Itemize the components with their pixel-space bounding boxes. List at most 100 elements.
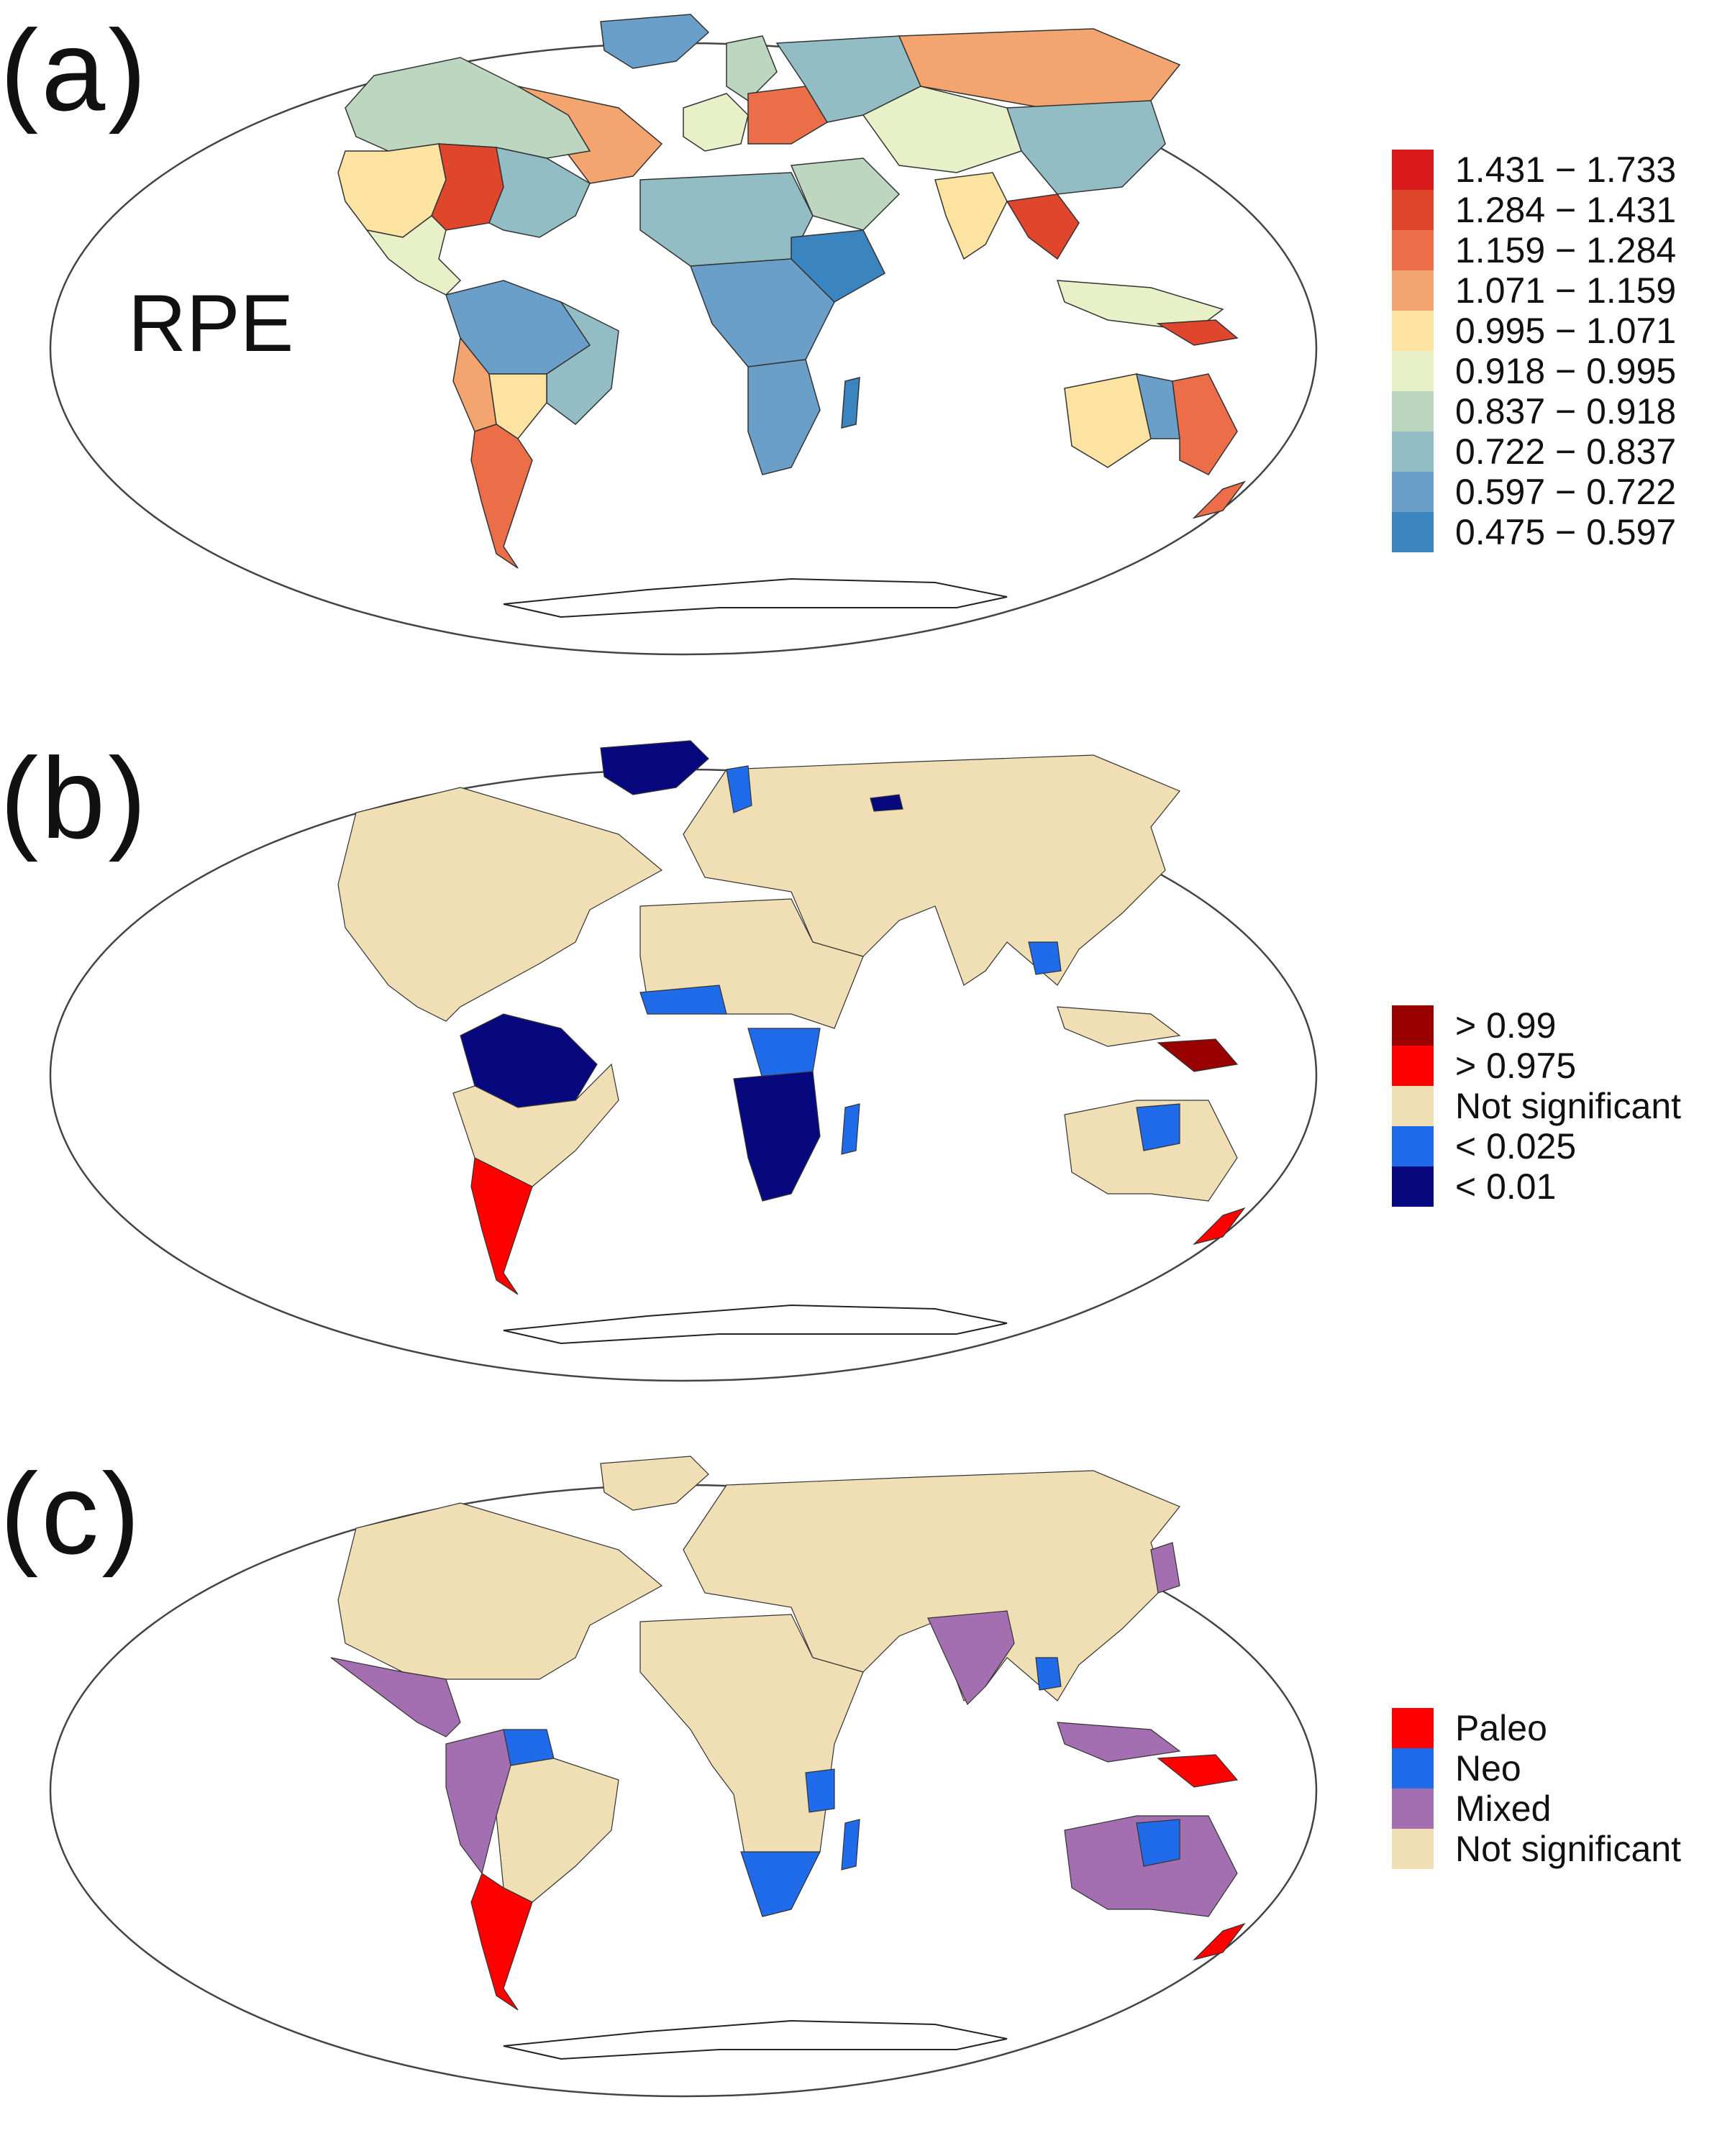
legend-category: Paleo Neo Mixed Not significant bbox=[1392, 1708, 1681, 1869]
legend-swatch bbox=[1392, 1086, 1434, 1126]
region-north-america bbox=[337, 1502, 663, 1680]
legend-label: < 0.01 bbox=[1455, 1166, 1557, 1207]
region-greenland bbox=[600, 1456, 709, 1511]
region-north-america bbox=[337, 787, 663, 1022]
legend-item: > 0.975 bbox=[1392, 1046, 1681, 1086]
region-japan-mixed bbox=[1150, 1542, 1180, 1594]
legend-item: 1.159 − 1.284 bbox=[1392, 230, 1676, 270]
region-madagascar bbox=[841, 1819, 860, 1870]
region-greenland bbox=[600, 740, 709, 795]
legend-label: Neo bbox=[1455, 1748, 1521, 1789]
region-antarctica bbox=[503, 577, 1008, 618]
region-new-guinea bbox=[1157, 1038, 1239, 1072]
legend-label: < 0.025 bbox=[1455, 1126, 1577, 1166]
legend-label: 0.995 − 1.071 bbox=[1455, 311, 1677, 351]
region-west-africa-sig bbox=[639, 985, 727, 1015]
panel-a: (a) bbox=[0, 0, 1717, 712]
region-madagascar bbox=[841, 377, 860, 429]
legend-item: Not significant bbox=[1392, 1829, 1681, 1869]
region-usa-east bbox=[488, 147, 591, 238]
legend-item: > 0.99 bbox=[1392, 1005, 1681, 1046]
region-antarctica bbox=[503, 2019, 1008, 2060]
legend-label: Paleo bbox=[1455, 1708, 1547, 1748]
legend-label: Not significant bbox=[1455, 1829, 1682, 1869]
legend-item: Paleo bbox=[1392, 1708, 1681, 1748]
legend-item: Not significant bbox=[1392, 1086, 1681, 1126]
region-madagascar bbox=[841, 1103, 860, 1155]
region-east-africa-neo bbox=[805, 1768, 835, 1813]
legend-label: 1.284 − 1.431 bbox=[1455, 190, 1677, 230]
region-russia-sig bbox=[870, 794, 903, 812]
world-map-endemism-category bbox=[49, 1456, 1318, 2098]
legend-item: 0.837 − 0.918 bbox=[1392, 391, 1676, 431]
region-new-zealand bbox=[1192, 480, 1247, 519]
legend-swatch bbox=[1392, 1708, 1434, 1748]
panel-label-c: (c) bbox=[0, 1449, 143, 1578]
legend-swatch bbox=[1392, 431, 1434, 472]
region-new-guinea bbox=[1156, 319, 1239, 346]
legend-item: 1.431 − 1.733 bbox=[1392, 150, 1676, 190]
legend-label: > 0.975 bbox=[1455, 1046, 1577, 1086]
region-new-zealand bbox=[1193, 1207, 1246, 1246]
panel-b: (b) > 0.99 > 0.975 Not significant < 0.0… bbox=[0, 726, 1717, 1438]
region-andes-mixed bbox=[445, 1729, 511, 1875]
legend-label: Mixed bbox=[1455, 1789, 1552, 1829]
region-new-guinea bbox=[1157, 1754, 1239, 1788]
panel-label-a: (a) bbox=[0, 6, 150, 134]
legend-swatch bbox=[1392, 1829, 1434, 1869]
region-australia-west bbox=[1064, 373, 1152, 468]
legend-label: 0.918 − 0.995 bbox=[1455, 351, 1677, 391]
legend-item: < 0.01 bbox=[1392, 1166, 1681, 1207]
region-western-europe bbox=[683, 93, 749, 152]
legend-item: 1.284 − 1.431 bbox=[1392, 190, 1676, 230]
legend-swatch bbox=[1392, 1005, 1434, 1046]
legend-swatch bbox=[1392, 472, 1434, 512]
legend-swatch bbox=[1392, 150, 1434, 190]
region-australia-mixed bbox=[1064, 1815, 1238, 1917]
region-southern-africa-neo bbox=[740, 1851, 821, 1917]
region-indonesia-mixed bbox=[1057, 1722, 1181, 1763]
legend-swatch bbox=[1392, 311, 1434, 351]
legend-swatch bbox=[1392, 1046, 1434, 1086]
region-india bbox=[934, 172, 1008, 260]
metric-label-rpe: RPE bbox=[128, 278, 294, 368]
region-southeast-asia bbox=[1006, 193, 1080, 260]
region-central-europe bbox=[747, 86, 829, 145]
legend-item: Mixed bbox=[1392, 1789, 1681, 1829]
region-mexico bbox=[365, 215, 462, 296]
legend-label: 0.597 − 0.722 bbox=[1455, 472, 1677, 512]
region-scandinavia bbox=[726, 35, 778, 101]
region-indonesia bbox=[1057, 1006, 1181, 1047]
legend-item: 0.722 − 0.837 bbox=[1392, 431, 1676, 472]
region-greenland bbox=[600, 14, 710, 69]
legend-item: 0.475 − 0.597 bbox=[1392, 512, 1676, 552]
world-map-rpe bbox=[49, 14, 1318, 656]
legend-label: 1.431 − 1.733 bbox=[1455, 150, 1677, 190]
legend-swatch bbox=[1392, 512, 1434, 552]
legend-label: 0.837 − 0.918 bbox=[1455, 391, 1677, 431]
region-southern-africa bbox=[747, 359, 821, 475]
legend-label: 0.475 − 0.597 bbox=[1455, 512, 1677, 552]
region-southeast-asia-sig bbox=[1028, 941, 1062, 975]
legend-swatch bbox=[1392, 230, 1434, 270]
legend-swatch bbox=[1392, 1126, 1434, 1166]
region-new-zealand bbox=[1193, 1922, 1246, 1961]
legend-rpe: 1.431 − 1.733 1.284 − 1.431 1.159 − 1.28… bbox=[1392, 150, 1676, 552]
legend-swatch bbox=[1392, 270, 1434, 311]
legend-swatch bbox=[1392, 391, 1434, 431]
legend-swatch bbox=[1392, 1748, 1434, 1789]
legend-item: 0.995 − 1.071 bbox=[1392, 311, 1676, 351]
legend-label: 0.722 − 0.837 bbox=[1455, 431, 1677, 472]
legend-item: 1.071 − 1.159 bbox=[1392, 270, 1676, 311]
panel-label-b: (b) bbox=[0, 734, 150, 862]
region-australia bbox=[1064, 1100, 1238, 1202]
region-australia-neo bbox=[1136, 1819, 1180, 1867]
legend-item: Neo bbox=[1392, 1748, 1681, 1789]
region-argentina-chile bbox=[470, 424, 533, 569]
region-australia-sig bbox=[1136, 1103, 1180, 1151]
legend-item: < 0.025 bbox=[1392, 1126, 1681, 1166]
legend-swatch bbox=[1392, 190, 1434, 230]
region-antarctica bbox=[503, 1304, 1008, 1345]
legend-item: 0.597 − 0.722 bbox=[1392, 472, 1676, 512]
region-india-mixed bbox=[927, 1610, 1015, 1706]
